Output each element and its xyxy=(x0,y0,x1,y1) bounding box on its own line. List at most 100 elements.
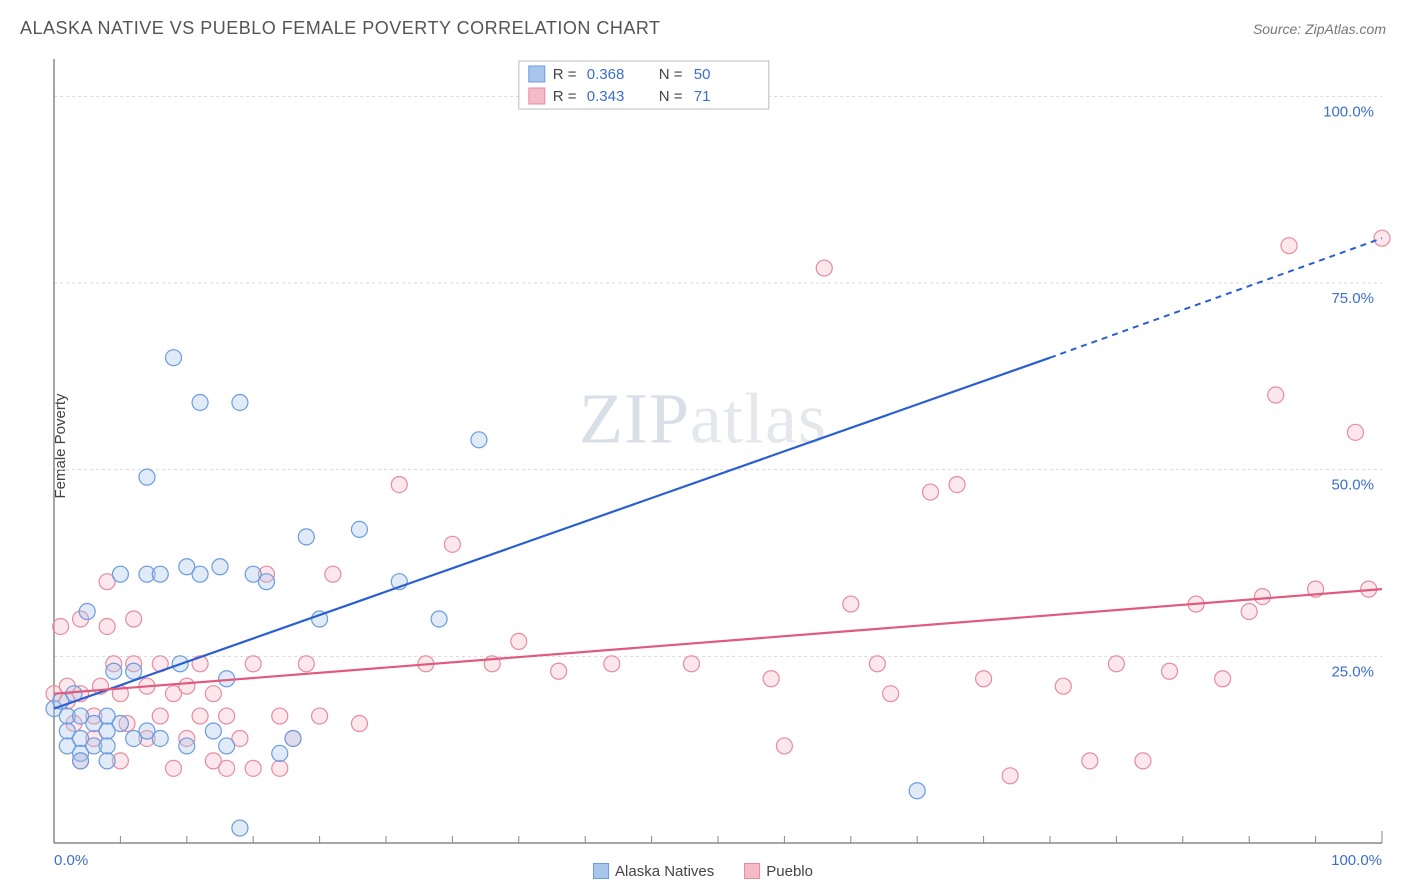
data-point xyxy=(325,566,341,582)
data-point xyxy=(152,708,168,724)
data-point xyxy=(219,760,235,776)
data-point xyxy=(166,350,182,366)
y-tick-label: 50.0% xyxy=(1331,477,1374,494)
alaska-swatch xyxy=(593,863,609,879)
data-point xyxy=(139,469,155,485)
data-point xyxy=(272,745,288,761)
data-point xyxy=(232,820,248,836)
data-point xyxy=(192,566,208,582)
data-point xyxy=(106,663,122,679)
data-point xyxy=(922,484,938,500)
data-point xyxy=(843,596,859,612)
y-tick-label: 100.0% xyxy=(1323,103,1374,120)
pueblo-swatch xyxy=(744,863,760,879)
alaska-label: Alaska Natives xyxy=(615,863,714,880)
data-point xyxy=(126,663,142,679)
data-point xyxy=(179,678,195,694)
scatter-plot-svg: 25.0%50.0%75.0%100.0%R =0.368N =50R =0.3… xyxy=(50,55,1386,847)
data-point xyxy=(351,716,367,732)
data-point xyxy=(272,760,288,776)
stats-swatch xyxy=(529,88,545,104)
data-point xyxy=(112,716,128,732)
data-point xyxy=(816,260,832,276)
legend-item-alaska: Alaska Natives xyxy=(593,863,714,880)
data-point xyxy=(312,708,328,724)
data-point xyxy=(776,738,792,754)
data-point xyxy=(298,656,314,672)
data-point xyxy=(152,730,168,746)
data-point xyxy=(869,656,885,672)
legend-item-pueblo: Pueblo xyxy=(744,863,813,880)
data-point xyxy=(471,432,487,448)
data-point xyxy=(73,753,89,769)
data-point xyxy=(166,760,182,776)
data-point xyxy=(192,394,208,410)
chart-title: ALASKA NATIVE VS PUEBLO FEMALE POVERTY C… xyxy=(20,18,661,39)
x-tick-label: 0.0% xyxy=(54,852,88,869)
data-point xyxy=(1082,753,1098,769)
data-point xyxy=(1268,387,1284,403)
source-label: Source: xyxy=(1253,21,1305,37)
data-point xyxy=(1254,589,1270,605)
data-point xyxy=(152,566,168,582)
data-point xyxy=(604,656,620,672)
data-point xyxy=(1002,768,1018,784)
data-point xyxy=(205,723,221,739)
r-label: R = xyxy=(553,88,577,105)
data-point xyxy=(192,708,208,724)
n-label: N = xyxy=(659,66,683,83)
source-value: ZipAtlas.com xyxy=(1305,21,1386,37)
data-point xyxy=(99,738,115,754)
data-point xyxy=(1241,604,1257,620)
x-tick-label: 100.0% xyxy=(1331,852,1382,869)
data-point xyxy=(79,604,95,620)
data-point xyxy=(551,663,567,679)
data-point xyxy=(126,611,142,627)
data-point xyxy=(1347,424,1363,440)
data-point xyxy=(391,477,407,493)
data-point xyxy=(179,738,195,754)
series-alaska xyxy=(46,81,925,836)
data-point xyxy=(245,656,261,672)
data-point xyxy=(511,633,527,649)
r-value: 0.368 xyxy=(587,66,625,83)
data-point xyxy=(219,708,235,724)
data-point xyxy=(219,738,235,754)
data-point xyxy=(949,477,965,493)
data-point xyxy=(53,618,69,634)
trendline-pueblo xyxy=(54,589,1382,694)
data-point xyxy=(431,611,447,627)
data-point xyxy=(99,618,115,634)
data-point xyxy=(232,394,248,410)
y-tick-label: 75.0% xyxy=(1331,290,1374,307)
data-point xyxy=(1135,753,1151,769)
chart-header: ALASKA NATIVE VS PUEBLO FEMALE POVERTY C… xyxy=(20,18,1386,39)
n-value: 50 xyxy=(694,66,711,83)
data-point xyxy=(245,760,261,776)
data-point xyxy=(1162,663,1178,679)
stats-swatch xyxy=(529,66,545,82)
data-point xyxy=(298,529,314,545)
data-point xyxy=(683,656,699,672)
data-point xyxy=(1108,656,1124,672)
data-point xyxy=(1281,238,1297,254)
bottom-legend: Alaska Natives Pueblo xyxy=(593,863,813,880)
data-point xyxy=(1055,678,1071,694)
n-value: 71 xyxy=(694,88,711,105)
data-point xyxy=(99,753,115,769)
data-point xyxy=(1215,671,1231,687)
data-point xyxy=(112,566,128,582)
data-point xyxy=(212,559,228,575)
pueblo-label: Pueblo xyxy=(766,863,813,880)
n-label: N = xyxy=(659,88,683,105)
r-label: R = xyxy=(553,66,577,83)
data-point xyxy=(763,671,779,687)
data-point xyxy=(205,686,221,702)
data-point xyxy=(351,521,367,537)
plot-area: 25.0%50.0%75.0%100.0%R =0.368N =50R =0.3… xyxy=(50,55,1386,847)
data-point xyxy=(444,536,460,552)
series-pueblo xyxy=(46,230,1390,784)
chart-source: Source: ZipAtlas.com xyxy=(1253,21,1386,37)
data-point xyxy=(909,783,925,799)
y-tick-label: 25.0% xyxy=(1331,663,1374,680)
